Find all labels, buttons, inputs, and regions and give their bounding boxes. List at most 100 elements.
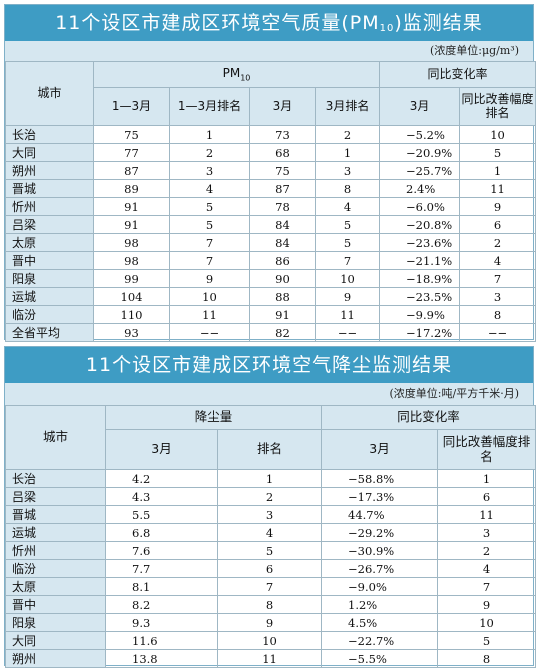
cell-city: 朔州 — [5, 161, 94, 180]
cell-city: 大同 — [5, 143, 94, 162]
header-rank: 排名 — [216, 429, 323, 470]
cell-change: −20.8% — [379, 215, 461, 234]
cell-city: 运城 — [5, 523, 106, 542]
cell-jan-mar-rank: 7 — [169, 251, 250, 270]
table-row: 吕梁 4.3 2 −17.3% 6 — [5, 487, 537, 506]
cell-jan-mar: 77 — [93, 143, 170, 162]
cell-change: −20.9% — [379, 143, 461, 162]
header-mar-rank: 3月排名 — [314, 87, 381, 126]
pm10-unit-note: (浓度单位:μg/m³) — [5, 41, 533, 61]
cell-change-rank: 8 — [437, 649, 537, 668]
cell-change-rank: 3 — [459, 287, 537, 306]
cell-mar: 90 — [249, 269, 316, 288]
cell-jan-mar: 99 — [93, 269, 170, 288]
dust-table-title: 11个设区市建成区环境空气降尘监测结果 — [5, 347, 533, 383]
cell-jan-mar: 89 — [93, 179, 170, 198]
cell-change: −25.7% — [379, 161, 461, 180]
header-mar: 3月 — [249, 87, 316, 126]
cell-mar: 13.8 — [105, 649, 218, 668]
pm10-table: 城市 PM10 同比变化率 1—3月 1—3月排名 3月 3月排名 3月 同比改… — [5, 61, 537, 342]
cell-change-rank: −− — [459, 323, 537, 342]
cell-city: 阳泉 — [5, 613, 106, 632]
cell-jan-mar-rank: 9 — [169, 269, 250, 288]
cell-mar-rank: 5 — [314, 215, 381, 234]
table-row: 晋中 8.2 8 1.2% 9 — [5, 595, 537, 614]
cell-mar-rank: −− — [314, 323, 381, 342]
cell-change: −26.7% — [321, 559, 439, 578]
cell-mar: 75 — [249, 161, 316, 180]
cell-mar: 87 — [249, 179, 316, 198]
table-row: 朔州 87 3 75 3 −25.7% 1 — [5, 161, 537, 180]
table-row: 运城 6.8 4 −29.2% 3 — [5, 523, 537, 542]
cell-jan-mar-rank: 1 — [169, 125, 250, 144]
cell-change: 2.4% — [379, 179, 461, 198]
cell-change-rank: 11 — [459, 179, 537, 198]
cell-change: −9.0% — [321, 577, 439, 596]
cell-mar: 68 — [249, 143, 316, 162]
cell-city: 运城 — [5, 287, 94, 306]
cell-change-rank: 10 — [459, 125, 537, 144]
table-row: 阳泉 9.3 9 4.5% 10 — [5, 613, 537, 632]
cell-change-rank: 2 — [459, 233, 537, 252]
cell-mar: 88 — [249, 287, 316, 306]
cell-change: −17.2% — [379, 323, 461, 342]
cell-mar: 82 — [249, 323, 316, 342]
dust-table-panel: 11个设区市建成区环境空气降尘监测结果 (浓度单位:吨/平方千米·月) 城市 降… — [4, 346, 537, 668]
cell-jan-mar: 104 — [93, 287, 170, 306]
cell-mar: 4.2 — [105, 469, 218, 488]
cell-mar: 91 — [249, 305, 316, 324]
cell-city: 临汾 — [5, 305, 94, 324]
cell-city: 全省平均 — [5, 323, 94, 342]
cell-mar-rank: 8 — [314, 179, 381, 198]
cell-jan-mar: 91 — [93, 215, 170, 234]
cell-city: 晋城 — [5, 505, 106, 524]
cell-jan-mar-rank: 5 — [169, 215, 250, 234]
cell-mar: 73 — [249, 125, 316, 144]
header-change-rank: 同比改善幅度排名 — [437, 429, 537, 470]
cell-mar: 86 — [249, 251, 316, 270]
cell-city: 忻州 — [5, 541, 106, 560]
pm10-title-main: 11个设区市建成区环境空气质量(PM — [55, 12, 380, 34]
cell-change-rank: 6 — [437, 487, 537, 506]
cell-jan-mar: 87 — [93, 161, 170, 180]
dust-unit-note: (浓度单位:吨/平方千米·月) — [5, 383, 533, 405]
cell-change-rank: 1 — [459, 161, 537, 180]
cell-mar: 6.8 — [105, 523, 218, 542]
cell-mar: 9.3 — [105, 613, 218, 632]
pm10-title-end: )监测结果 — [394, 12, 483, 34]
cell-change: −22.7% — [321, 631, 439, 650]
cell-change-rank: 1 — [437, 469, 537, 488]
cell-mar: 84 — [249, 215, 316, 234]
cell-mar: 4.3 — [105, 487, 218, 506]
cell-city: 吕梁 — [5, 487, 106, 506]
table-row: 临汾 110 11 91 11 −9.9% 8 — [5, 305, 537, 324]
cell-rank: 9 — [216, 613, 323, 632]
cell-rank: 8 — [216, 595, 323, 614]
cell-rank: 5 — [216, 541, 323, 560]
cell-jan-mar: 98 — [93, 233, 170, 252]
cell-change: −23.6% — [379, 233, 461, 252]
cell-rank: 4 — [216, 523, 323, 542]
table-row: 大同 77 2 68 1 −20.9% 5 — [5, 143, 537, 162]
cell-rank: 2 — [216, 487, 323, 506]
cell-city: 长治 — [5, 469, 106, 488]
cell-change: −17.3% — [321, 487, 439, 506]
cell-jan-mar-rank: 4 — [169, 179, 250, 198]
header-change-group: 同比变化率 — [379, 61, 537, 88]
table-row: 太原 8.1 7 −9.0% 7 — [5, 577, 537, 596]
cell-jan-mar-rank: 7 — [169, 233, 250, 252]
cell-change-rank: 5 — [437, 631, 537, 650]
cell-jan-mar-rank: 11 — [169, 305, 250, 324]
dust-table: 城市 降尘量 同比变化率 3月 排名 3月 同比改善幅度排名 长治 4.2 1 −58… — [5, 405, 537, 668]
cell-change: −23.5% — [379, 287, 461, 306]
cell-change: −30.9% — [321, 541, 439, 560]
cell-change: −29.2% — [321, 523, 439, 542]
table-row: 晋城 89 4 87 8 2.4% 11 — [5, 179, 537, 198]
cell-mar: 5.5 — [105, 505, 218, 524]
cell-jan-mar: 110 — [93, 305, 170, 324]
cell-change-rank: 3 — [437, 523, 537, 542]
cell-jan-mar: 98 — [93, 251, 170, 270]
cell-change-rank: 6 — [459, 215, 537, 234]
table-row: 临汾 7.7 6 −26.7% 4 — [5, 559, 537, 578]
cell-mar: 7.6 — [105, 541, 218, 560]
